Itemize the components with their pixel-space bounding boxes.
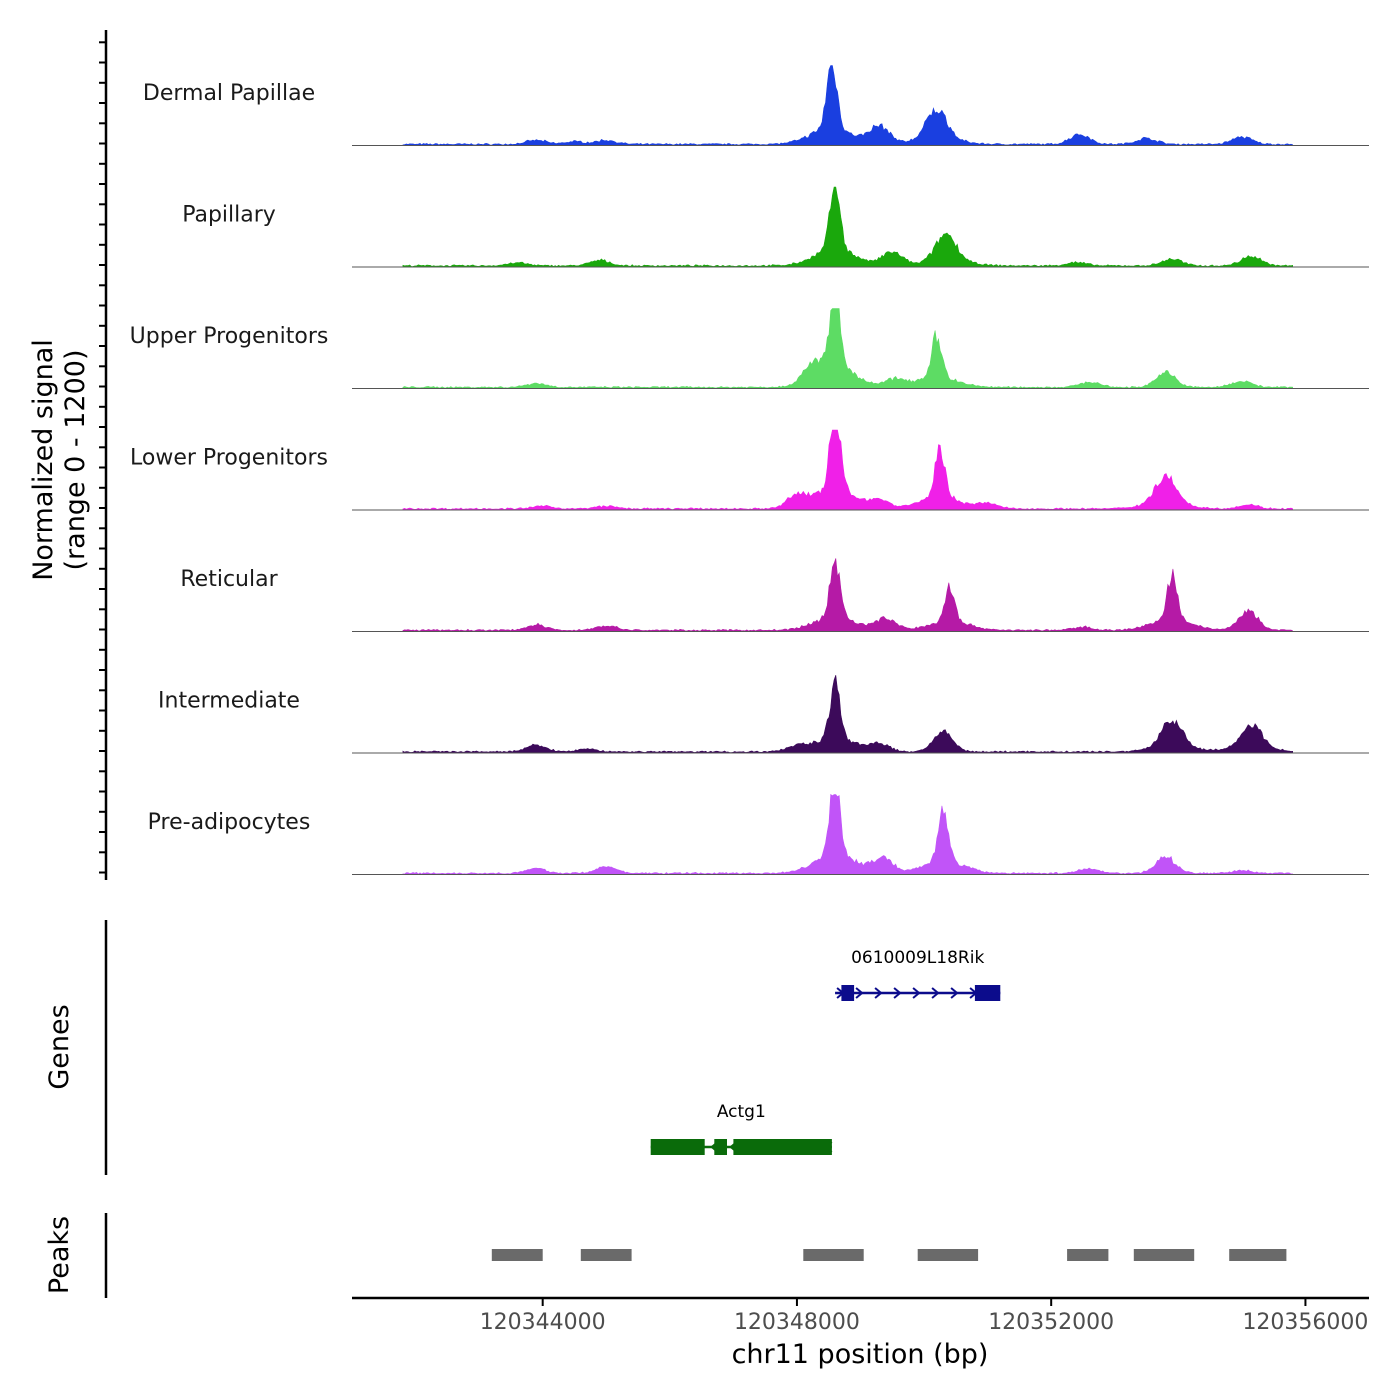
track-label: Pre-adipocytes: [148, 810, 311, 835]
gene-label: Actg1: [717, 1102, 766, 1122]
gene-label: 0610009L18Rik: [851, 948, 984, 968]
coverage-area: [402, 186, 1293, 268]
strand-arrow: [874, 987, 883, 999]
coverage-tracks: Dermal Papillae Papillary Upper Progenitor…: [130, 65, 1369, 875]
peak-region: [803, 1249, 864, 1261]
coverage-area: [402, 674, 1293, 754]
peak-region: [1067, 1249, 1109, 1261]
peak-region: [917, 1249, 979, 1261]
peaks-axis-title: Peaks: [44, 1216, 75, 1294]
coverage-area: [402, 429, 1293, 511]
track-label: Reticular: [180, 567, 278, 592]
gene-exon: [650, 1139, 705, 1155]
gene-exon: [974, 985, 1001, 1001]
track-papillary: Papillary: [182, 186, 1369, 268]
coverage-area: [402, 793, 1293, 875]
genes-axis-title: Genes: [44, 1004, 75, 1089]
track-pre-adipocytes: Pre-adipocytes: [148, 793, 1369, 875]
x-tick-label: 120352000: [988, 1310, 1114, 1335]
x-axis-title: chr11 position (bp): [732, 1339, 989, 1370]
x-axis-ticks: 120344000 120348000 120352000 120356000: [480, 1298, 1368, 1335]
signal-axis-ticks: [99, 41, 106, 874]
coverage-area: [402, 308, 1293, 389]
peak-region: [580, 1249, 632, 1261]
x-tick-label: 120348000: [734, 1310, 860, 1335]
gene-0610009l18rik: 0610009L18Rik: [835, 948, 1001, 1001]
strand-arrow: [950, 987, 959, 999]
x-tick-label: 120356000: [1242, 1310, 1368, 1335]
signal-axis-range: (range 0 - 1200): [60, 350, 91, 571]
track-label: Upper Progenitors: [130, 324, 329, 349]
gene-exon: [841, 985, 855, 1001]
track-lower-progenitors: Lower Progenitors: [130, 429, 1369, 511]
coverage-area: [402, 65, 1293, 146]
track-label: Papillary: [182, 203, 276, 228]
peak-region: [1229, 1249, 1287, 1261]
peak-region: [491, 1249, 543, 1261]
strand-arrow: [855, 987, 864, 999]
peak-region: [1133, 1249, 1195, 1261]
signal-axis-title: Normalized signal: [28, 339, 59, 581]
track-dermal-papillae: Dermal Papillae: [143, 65, 1369, 146]
track-intermediate: Intermediate: [158, 674, 1369, 754]
track-upper-progenitors: Upper Progenitors: [130, 308, 1369, 389]
track-label: Dermal Papillae: [143, 81, 315, 106]
gene-exon: [733, 1139, 832, 1155]
strand-arrow: [912, 987, 921, 999]
gene-exon: [714, 1139, 727, 1155]
track-reticular: Reticular: [180, 558, 1369, 632]
gene-actg1: Actg1: [650, 1102, 833, 1155]
peak-track: [491, 1249, 1287, 1261]
x-tick-label: 120344000: [480, 1310, 606, 1335]
strand-arrow: [893, 987, 902, 999]
track-label: Lower Progenitors: [130, 446, 328, 471]
gene-annotation-track: 0610009L18Rik Actg1: [650, 948, 1001, 1155]
track-label: Intermediate: [158, 689, 300, 714]
strand-arrow: [931, 987, 940, 999]
coverage-area: [402, 558, 1293, 632]
